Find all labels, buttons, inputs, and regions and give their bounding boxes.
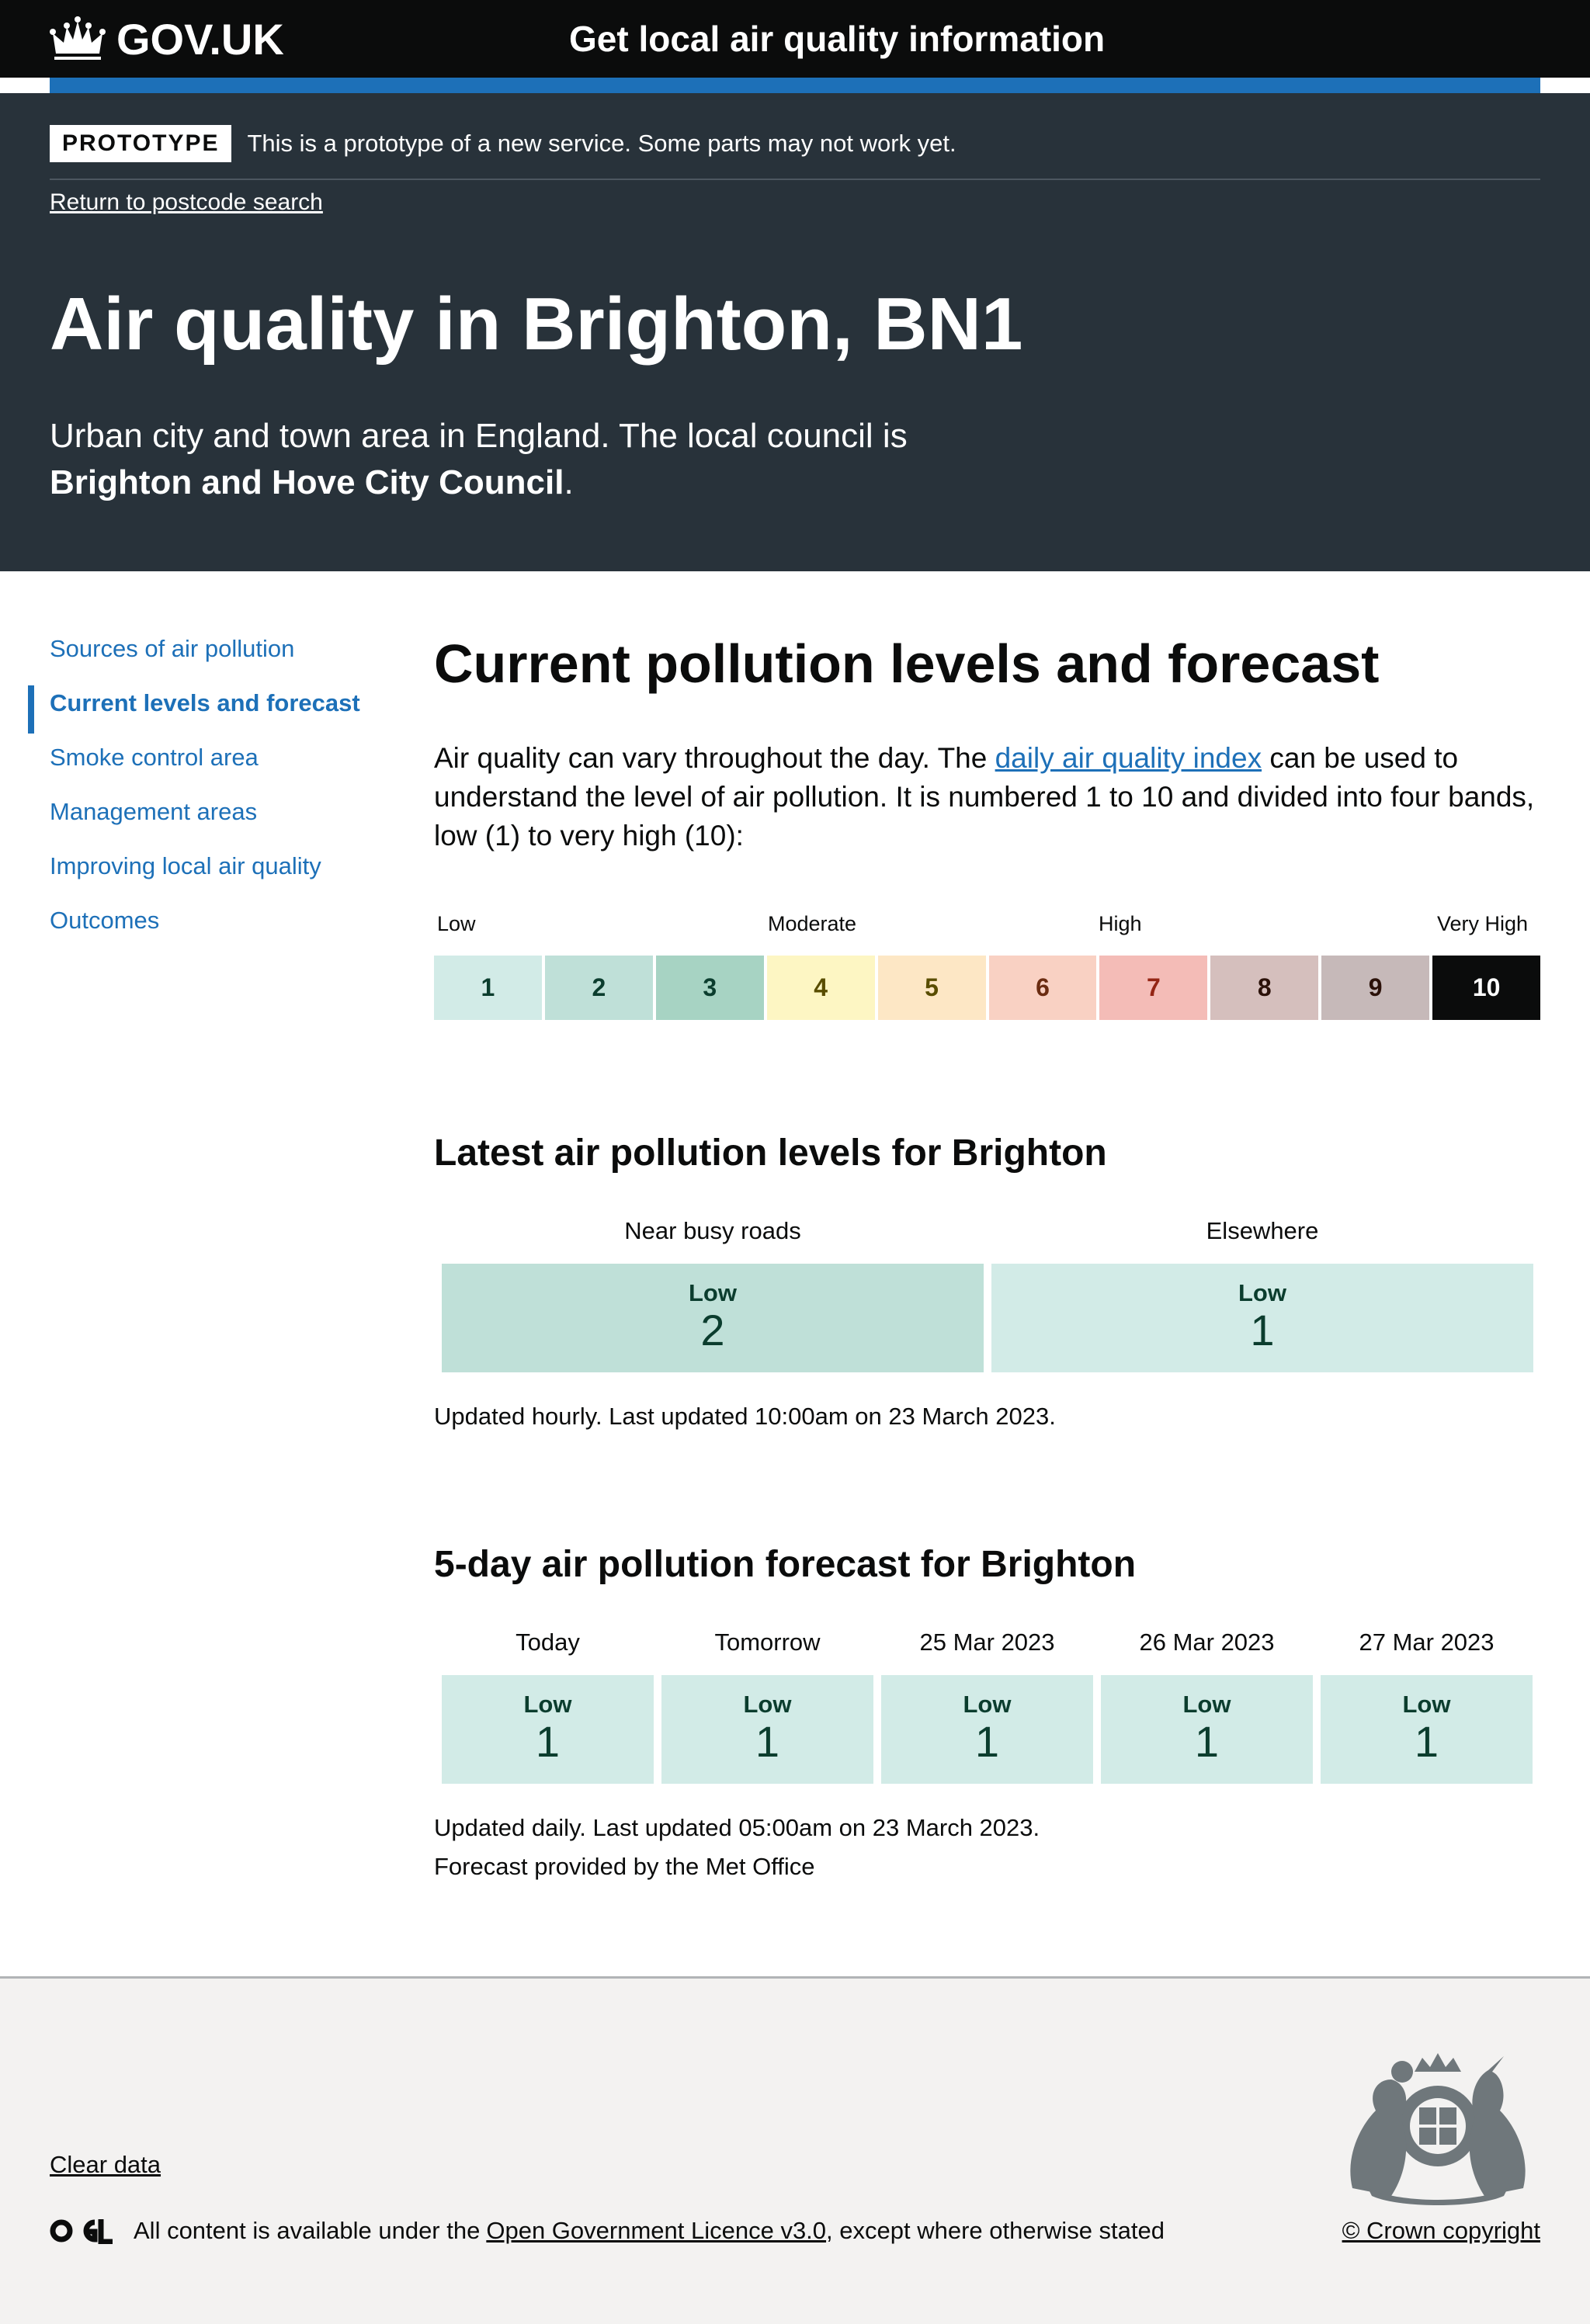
level-value: 1 (1250, 1306, 1275, 1355)
latest-updated-note: Updated hourly. Last updated 10:00am on … (434, 1403, 1056, 1430)
index-cell: 10 (1432, 956, 1541, 1020)
forecast-day-heading: 27 Mar 2023 (1359, 1629, 1495, 1656)
air-quality-index-scale: 1 2 3 4 5 6 7 8 9 10 (434, 956, 1541, 1020)
level-value: 1 (974, 1717, 1000, 1766)
hero-section: PROTOTYPE This is a prototype of a new s… (0, 93, 1590, 571)
index-band-labels: Low Moderate High Very High (434, 910, 1540, 938)
index-cell: 1 (434, 956, 542, 1020)
forecast-day-heading: Today (516, 1629, 580, 1656)
page-title: Air quality in Brighton, BN1 (50, 283, 1023, 366)
nav-active-indicator (28, 685, 34, 734)
level-value: 1 (1194, 1717, 1220, 1766)
nav-item-management-areas[interactable]: Management areas (50, 798, 258, 825)
service-name-link[interactable]: Get local air quality information (569, 19, 1106, 59)
forecast-day-level: Low 1 (1321, 1675, 1533, 1784)
forecast-day-heading: 25 Mar 2023 (919, 1629, 1055, 1656)
index-cell: 9 (1321, 956, 1430, 1020)
level-value: 2 (700, 1306, 725, 1355)
forecast-day-heading: Tomorrow (714, 1629, 821, 1656)
index-cell: 4 (766, 956, 875, 1020)
licence-prefix: All content is available under the (134, 2217, 481, 2244)
latest-level-elsewhere: Low 1 (991, 1264, 1533, 1372)
nav-item-outcomes[interactable]: Outcomes (50, 907, 160, 934)
latest-level-roads: Low 2 (442, 1264, 984, 1372)
section-title: Current pollution levels and forecast (434, 633, 1380, 694)
latest-col-heading-roads: Near busy roads (624, 1217, 801, 1244)
level-band: Low (743, 1691, 792, 1718)
clear-data-link[interactable]: Clear data (50, 2151, 161, 2178)
forecast-updated-note: Updated daily. Last updated 05:00am on 2… (434, 1814, 1040, 1841)
nav-item-current-levels[interactable]: Current levels and forecast (50, 689, 360, 716)
council-name: Brighton and Hove City Council (50, 463, 564, 501)
forecast-day-level: Low 1 (661, 1675, 873, 1784)
level-band: Low (963, 1691, 1012, 1718)
intro-before: Air quality can vary throughout the day.… (434, 742, 988, 774)
site-footer: Clear data All content is available unde… (0, 1976, 1590, 2324)
logo-text: GOV.UK (116, 14, 284, 64)
hero-description: Urban city and town area in England. The… (50, 413, 1059, 506)
site-header: GOV.UK Get local air quality information (0, 0, 1590, 78)
level-value: 1 (535, 1717, 561, 1766)
royal-coat-of-arms-icon (1350, 2053, 1526, 2205)
govuk-logo-link[interactable]: GOV.UK (50, 12, 284, 65)
level-value: 1 (755, 1717, 780, 1766)
forecast-day-level: Low 1 (1101, 1675, 1313, 1784)
level-band: Low (1238, 1279, 1286, 1306)
phase-banner: PROTOTYPE This is a prototype of a new s… (50, 109, 1540, 180)
index-cell: 5 (877, 956, 986, 1020)
index-cell: 6 (988, 956, 1097, 1020)
hero-desc-suffix: . (564, 463, 574, 501)
level-band: Low (1402, 1691, 1451, 1718)
index-cell: 3 (655, 956, 764, 1020)
latest-col-heading-elsewhere: Elsewhere (1206, 1217, 1319, 1244)
crown-icon (50, 16, 106, 60)
phase-tag: PROTOTYPE (50, 125, 232, 162)
back-link[interactable]: Return to postcode search (50, 189, 323, 215)
latest-levels-heading: Latest air pollution levels for Brighton (434, 1133, 1107, 1174)
forecast-day-level: Low 1 (442, 1675, 654, 1784)
band-label-low: Low (437, 912, 476, 935)
header-accent-bar (50, 78, 1540, 93)
phase-text: This is a prototype of a new service. So… (247, 130, 956, 157)
intro-paragraph: Air quality can vary throughout the day.… (434, 739, 1536, 855)
aqi-link[interactable]: daily air quality index (995, 742, 1262, 774)
forecast-heading: 5-day air pollution forecast for Brighto… (434, 1544, 1137, 1585)
ogl-link[interactable]: Open Government Licence v3.0 (486, 2217, 827, 2244)
forecast-day-level: Low 1 (881, 1675, 1093, 1784)
index-cell: 2 (544, 956, 653, 1020)
index-cell: 7 (1099, 956, 1208, 1020)
band-label-high: High (1099, 912, 1142, 935)
level-band: Low (523, 1691, 572, 1718)
forecast-provider-note: Forecast provided by the Met Office (434, 1853, 815, 1880)
forecast-day-heading: 26 Mar 2023 (1139, 1629, 1275, 1656)
nav-item-sources[interactable]: Sources of air pollution (50, 635, 295, 662)
licence-row: All content is available under the Open … (50, 2211, 1165, 2250)
level-band: Low (689, 1279, 737, 1306)
ogl-logo-icon (50, 2219, 113, 2244)
band-label-very-high: Very High (1436, 912, 1528, 935)
index-cell: 8 (1210, 956, 1319, 1020)
licence-suffix: , except where otherwise stated (826, 2217, 1165, 2244)
nav-item-smoke-control[interactable]: Smoke control area (50, 744, 259, 771)
nav-item-improving[interactable]: Improving local air quality (50, 852, 321, 879)
level-value: 1 (1414, 1717, 1439, 1766)
crown-copyright-link[interactable]: © Crown copyright (1342, 2217, 1540, 2244)
intro-after: can be used to understand the level of a… (434, 742, 1535, 852)
hero-desc-prefix: Urban city and town area in England. The… (50, 417, 908, 455)
level-band: Low (1182, 1691, 1231, 1718)
band-label-moderate: Moderate (768, 912, 857, 935)
